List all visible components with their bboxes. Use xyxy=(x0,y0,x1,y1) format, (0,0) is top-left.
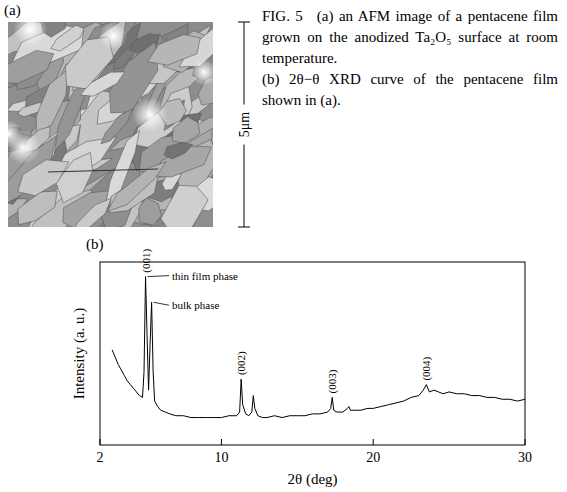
leader-line xyxy=(148,276,169,277)
afm-bright-spot xyxy=(13,22,47,46)
xrd-curve xyxy=(112,277,525,418)
afm-grain xyxy=(161,185,208,227)
x-tick-label: 20 xyxy=(366,450,380,465)
afm-bright-spot xyxy=(100,22,128,50)
plot-frame xyxy=(100,262,525,445)
panel-label: (b) xyxy=(86,236,104,253)
phase-label: bulk phase xyxy=(172,299,219,311)
x-tick-label: 2 xyxy=(97,450,104,465)
peak-label: (003) xyxy=(326,369,339,393)
x-axis-title: 2θ (deg) xyxy=(287,471,337,488)
caption: FIG. 5(a) an AFM image of a pentacene fi… xyxy=(262,6,558,111)
peak-label: (004) xyxy=(420,356,433,380)
afm-grain xyxy=(101,109,133,144)
scale-bar-cap xyxy=(238,22,250,23)
scale-bar-label: 5μm xyxy=(237,112,252,138)
x-tick xyxy=(525,439,526,445)
x-tick xyxy=(221,439,222,445)
afm-grain xyxy=(164,142,192,159)
x-tick xyxy=(373,439,374,445)
phase-label: thin film phase xyxy=(172,270,238,282)
afm-crack xyxy=(48,169,158,172)
caption-text: (b) 2θ−θ XRD curve of the pentacene film… xyxy=(262,71,558,108)
x-tick-label: 30 xyxy=(518,450,532,465)
scale-bar-cap xyxy=(238,227,250,228)
x-tick-label: 10 xyxy=(214,450,228,465)
afm-image xyxy=(8,22,213,227)
caption-part: FIG. 5(a) an AFM image of a pentacene fi… xyxy=(262,6,558,69)
afm-grain xyxy=(51,25,84,51)
afm-bright-spot xyxy=(191,59,213,86)
x-tick xyxy=(100,439,101,445)
afm-grain xyxy=(69,198,112,227)
afm-bright-spot xyxy=(132,97,167,132)
caption-text: (a) an AFM image of a pentacene film gro… xyxy=(262,8,558,66)
afm-grain xyxy=(18,160,69,196)
scale-bar-gap xyxy=(236,105,252,145)
afm-grain xyxy=(148,34,201,65)
afm-grain xyxy=(18,191,57,225)
leader-line xyxy=(154,302,169,305)
peak-label: (001) xyxy=(140,248,153,272)
afm-grain xyxy=(139,198,162,226)
series-group xyxy=(112,277,525,418)
afm-grain xyxy=(8,50,54,83)
peak-label: (002) xyxy=(235,351,248,375)
afm-grain xyxy=(36,69,68,136)
caption-label: FIG. 5 xyxy=(262,8,303,24)
y-axis-title: Intensity (a. u.) xyxy=(71,308,88,400)
afm-bright-spot xyxy=(8,120,23,148)
caption-part: (b) 2θ−θ XRD curve of the pentacene film… xyxy=(262,69,558,111)
panel-label: (a) xyxy=(4,2,21,19)
